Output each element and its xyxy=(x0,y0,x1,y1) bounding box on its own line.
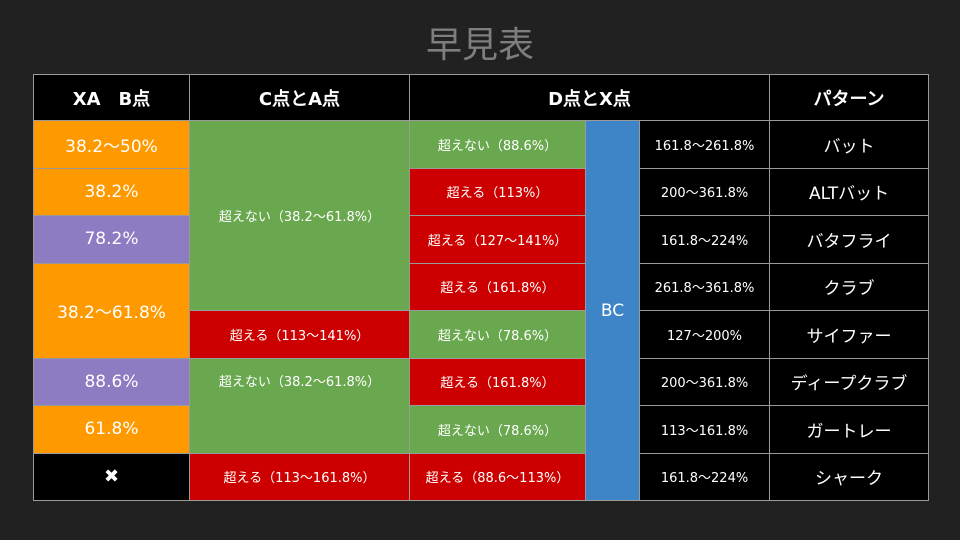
ratio-cell: 161.8〜224% xyxy=(638,215,771,264)
pattern-cell: ディープクラブ xyxy=(769,357,930,406)
table-row: ✖ 超える（113〜161.8%） 超える（88.6〜113%） 161.8〜2… xyxy=(33,452,930,501)
xab-cell: 61.8% xyxy=(33,405,190,454)
header-row: XA B点 C点とA点 D点とX点 パターン xyxy=(33,74,930,121)
d-cell: 超える（161.8%） xyxy=(409,357,586,406)
xab-cell: 38.2〜50% xyxy=(33,120,190,169)
table-row: 38.2〜50% 超えない（38.2〜61.8%） 超えない（88.6%） BC… xyxy=(33,120,930,501)
pattern-cell: ガートレー xyxy=(769,405,930,454)
d-cell: 超える（161.8%） xyxy=(409,262,586,311)
ca-cell: 超える（113〜161.8%） xyxy=(189,452,410,501)
cheat-sheet-table: XA B点 C点とA点 D点とX点 パターン 38.2〜50% 超えない（38.… xyxy=(33,74,930,501)
pattern-cell: バット xyxy=(769,120,930,169)
ca-cell: 超えない（38.2〜61.8%） xyxy=(189,120,410,311)
xab-cell: 88.6% xyxy=(33,357,190,406)
table-row: 超える（113〜141%） 超えない（78.6%） 127〜200% サイファー xyxy=(34,310,930,359)
table-row: 78.2% 超える（127〜141%） 161.8〜224% バタフライ xyxy=(33,215,930,264)
pattern-cell: ALTバット xyxy=(769,167,930,216)
ratio-cell: 161.8〜224% xyxy=(638,452,771,501)
table-row: 38.2% 超える（113%） 200〜361.8% ALTバット xyxy=(33,167,930,216)
pattern-cell: シャーク xyxy=(769,452,930,501)
table-row: 61.8% 超えない（78.6%） 113〜161.8% ガートレー xyxy=(33,405,930,454)
ratio-cell: 113〜161.8% xyxy=(638,405,771,454)
ratio-cell: 161.8〜261.8% xyxy=(638,120,771,169)
header-xa-b: XA B点 xyxy=(33,74,190,121)
ratio-cell: 200〜361.8% xyxy=(638,167,771,216)
bc-cell: BC xyxy=(585,120,640,501)
d-cell: 超える（113%） xyxy=(409,167,586,216)
ca-cell: 超える（113〜141%） xyxy=(189,310,410,359)
xab-cell: 38.2% xyxy=(33,167,190,216)
xab-cell: 78.2% xyxy=(33,215,190,264)
header-pattern: パターン xyxy=(769,74,930,121)
d-cell: 超えない（88.6%） xyxy=(409,120,586,169)
d-cell: 超える（127〜141%） xyxy=(409,215,586,264)
pattern-cell: サイファー xyxy=(769,310,930,359)
d-cell: 超えない（78.6%） xyxy=(409,405,586,454)
ratio-cell: 261.8〜361.8% xyxy=(638,262,771,311)
xab-cell: ✖ xyxy=(33,452,190,501)
ca-cell: 超えない（38.2〜61.8%） xyxy=(189,357,410,454)
d-cell: 超える（88.6〜113%） xyxy=(409,452,586,501)
header-c-a: C点とA点 xyxy=(189,74,410,121)
table-row: 88.6% 超えない（38.2〜61.8%） 超える（161.8%） 200〜3… xyxy=(33,357,930,454)
ratio-cell: 127〜200% xyxy=(638,310,771,359)
d-cell: 超えない（78.6%） xyxy=(409,310,586,359)
pattern-cell: クラブ xyxy=(769,262,930,311)
ratio-cell: 200〜361.8% xyxy=(638,357,771,406)
header-d-x: D点とX点 xyxy=(408,74,771,121)
pattern-cell: バタフライ xyxy=(769,215,930,264)
page-title: 早見表 xyxy=(425,25,534,66)
xab-cell: 38.2〜61.8% xyxy=(33,262,190,359)
table-row: 38.2〜61.8% 超える（161.8%） 261.8〜361.8% クラブ xyxy=(33,262,930,359)
